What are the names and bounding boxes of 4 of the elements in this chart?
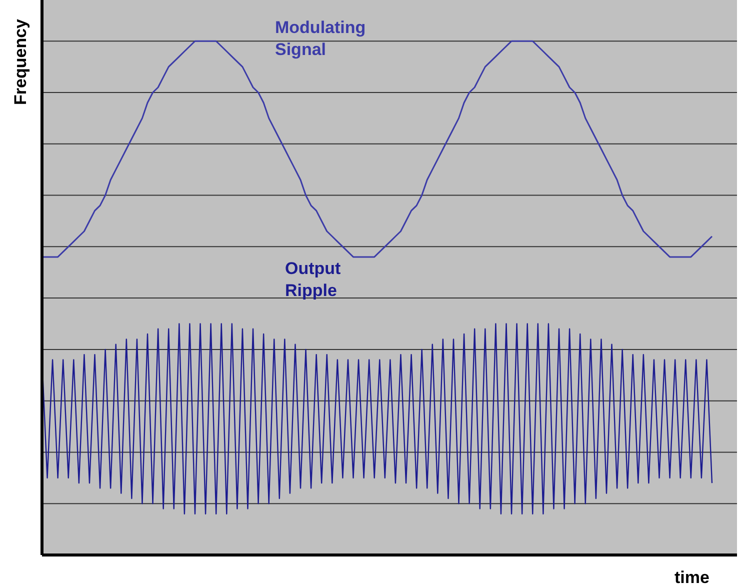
text: Output Ripple xyxy=(285,259,342,300)
y-axis-title: Frequency xyxy=(11,18,30,105)
x-axis-title: time xyxy=(674,568,710,587)
series-label: Modulating Signal xyxy=(275,18,366,59)
